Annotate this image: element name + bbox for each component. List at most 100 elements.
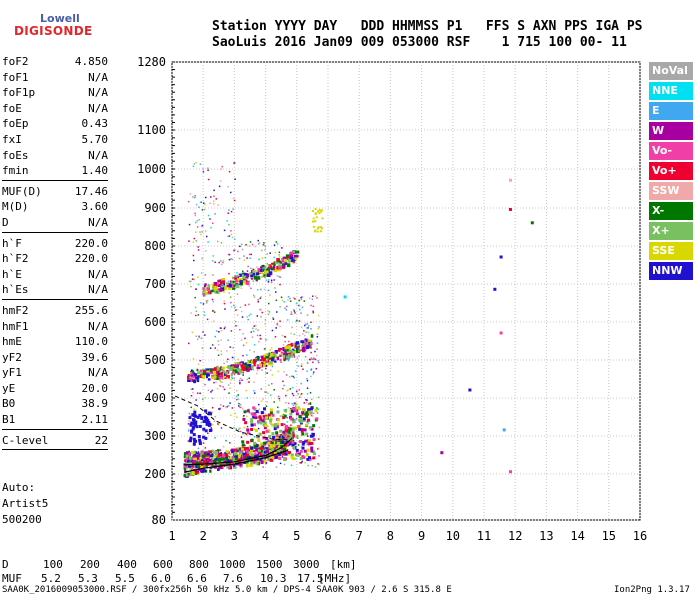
echo-point [264,318,267,321]
echo-point [280,434,283,438]
echo-point [191,331,194,334]
echo-point [207,411,211,415]
echo-point [199,201,202,203]
echo-point [279,462,282,465]
echo-point [269,448,273,452]
echo-point [260,308,262,311]
echo-point [195,240,198,242]
echo-point [296,349,300,353]
echo-point [195,471,199,476]
echo-point [297,406,301,410]
echo-point [229,296,232,298]
echo-point [305,423,309,427]
echo-point [238,428,240,430]
echo-point [271,267,275,270]
echo-point [300,434,303,437]
echo-point [308,439,312,443]
echo-point [260,447,264,452]
echo-point [305,331,307,333]
echo-point [192,463,196,468]
echo-point [246,425,249,428]
echo-point [246,456,251,460]
echo-point [183,466,188,470]
echo-point [266,353,270,357]
echo-point [214,369,217,372]
echo-point [286,353,288,356]
echo-point [279,276,281,278]
echo-point [238,379,241,382]
echo-point [290,431,295,435]
echo-point [290,409,294,413]
echo-point [231,285,236,288]
echo-point [289,429,293,432]
echo-point [220,242,223,244]
echo-point [257,403,260,406]
echo-point [232,285,236,289]
echo-point [275,451,277,453]
echo-point [194,459,199,462]
echo-point [262,267,264,270]
echo-point [318,426,321,429]
echo-point [217,464,221,467]
echo-point [260,411,264,415]
param-row: foEs N/A [2,148,108,164]
echo-point [283,423,286,426]
echo-point [224,375,228,380]
echo-point [227,456,231,460]
echo-point [253,455,257,459]
echo-point [285,355,289,360]
echo-point [308,444,310,447]
echo-point [201,231,203,233]
echo-point [278,452,280,455]
echo-point [310,406,313,408]
param-value: 17.46 [74,184,108,198]
echo-point [309,340,313,344]
echo-point [235,463,239,466]
echo-point [308,426,312,430]
echo-point [294,403,296,405]
echo-point [257,412,260,414]
param-name: hmF1 [2,319,29,333]
echo-point [282,433,287,437]
echo-point [261,257,264,259]
echo-point [202,292,206,297]
echo-point [289,253,294,257]
echo-point [298,346,300,349]
echo-point [200,233,202,236]
echo-point [230,458,234,463]
echo-point [202,372,206,376]
echo-point [234,455,237,459]
echo-point [196,415,200,419]
echo-point [192,461,195,465]
echo-point [289,297,291,300]
echo-point [228,235,231,237]
echo-point [247,360,252,364]
y-tick-label: 700 [144,277,166,291]
echo-point [270,449,274,454]
echo-point [268,457,271,462]
echo-point [233,461,236,464]
echo-point [289,437,293,441]
echo-point [257,448,261,452]
echo-point [268,265,273,269]
echo-point [229,453,232,456]
echo-point [185,454,189,457]
echo-point [273,401,275,403]
echo-point [225,455,229,460]
echo-point [273,450,277,455]
echo-point [252,368,254,371]
echo-point [255,357,260,360]
echo-point [301,344,304,347]
echo-point [306,323,309,325]
echo-point [196,226,199,228]
echo-point [309,459,311,462]
echo-point [216,462,219,466]
echo-point [228,465,231,469]
echo-point [276,454,280,458]
echo-point [249,456,253,460]
echo-point [279,325,281,328]
echo-point [304,340,309,345]
param-value: 220.0 [74,236,108,250]
echo-point [211,369,216,373]
echo-point [274,452,278,456]
